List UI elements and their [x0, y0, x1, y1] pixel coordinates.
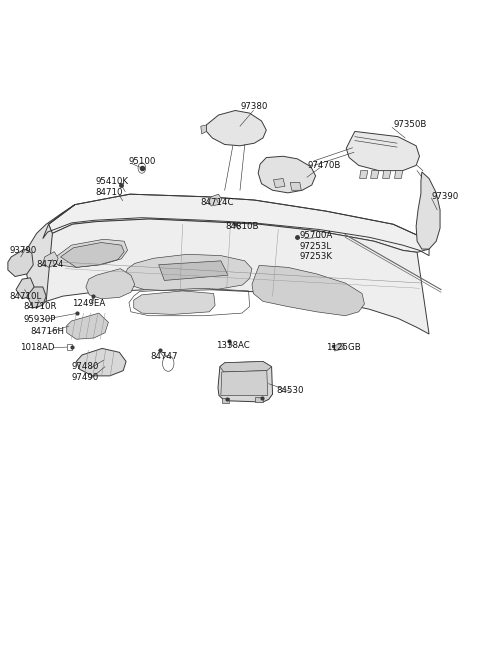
Polygon shape: [8, 249, 33, 276]
Text: 84710R: 84710R: [24, 302, 57, 311]
Polygon shape: [222, 398, 229, 403]
Text: 84710L: 84710L: [9, 291, 42, 301]
Polygon shape: [333, 343, 344, 351]
Polygon shape: [258, 157, 316, 193]
Text: 84810B: 84810B: [226, 221, 259, 231]
Polygon shape: [221, 371, 268, 396]
Text: 95100: 95100: [129, 157, 156, 166]
Polygon shape: [218, 362, 273, 402]
Polygon shape: [48, 194, 429, 252]
Text: 84714C: 84714C: [201, 198, 234, 206]
Polygon shape: [158, 261, 228, 280]
Text: 97390: 97390: [432, 193, 459, 201]
Polygon shape: [76, 348, 126, 376]
Text: 95930P: 95930P: [24, 314, 56, 324]
Polygon shape: [134, 291, 215, 314]
Text: 84724: 84724: [36, 260, 64, 269]
Text: 95700A: 95700A: [300, 231, 333, 240]
Text: 97350B: 97350B: [393, 121, 427, 130]
Polygon shape: [208, 194, 222, 206]
Polygon shape: [416, 172, 440, 249]
Text: 84530: 84530: [276, 386, 303, 395]
Text: 97253L: 97253L: [300, 242, 332, 251]
Polygon shape: [86, 269, 135, 299]
Text: 1338AC: 1338AC: [216, 341, 250, 350]
Text: 1125GB: 1125GB: [326, 343, 361, 352]
Text: 84716H: 84716H: [30, 327, 64, 336]
Polygon shape: [201, 125, 206, 134]
Polygon shape: [220, 362, 272, 372]
Polygon shape: [255, 397, 263, 402]
Text: 97380: 97380: [240, 102, 268, 111]
Polygon shape: [371, 171, 379, 178]
Polygon shape: [36, 219, 429, 334]
Text: 93790: 93790: [9, 246, 36, 255]
Polygon shape: [346, 132, 420, 171]
Polygon shape: [252, 265, 364, 316]
Text: 1018AD: 1018AD: [20, 343, 54, 352]
Polygon shape: [43, 252, 58, 267]
Polygon shape: [360, 171, 368, 178]
Polygon shape: [67, 313, 108, 339]
Polygon shape: [16, 278, 34, 299]
Polygon shape: [395, 171, 403, 178]
Polygon shape: [274, 178, 285, 187]
Polygon shape: [25, 204, 75, 308]
Polygon shape: [60, 242, 124, 267]
Text: 1249EA: 1249EA: [72, 299, 106, 308]
Polygon shape: [124, 254, 252, 291]
Text: 97490: 97490: [72, 373, 99, 382]
Text: 97253K: 97253K: [300, 252, 333, 261]
Polygon shape: [206, 111, 266, 146]
Polygon shape: [383, 171, 391, 178]
Polygon shape: [27, 287, 46, 308]
Text: 84747: 84747: [150, 352, 178, 361]
Text: 97480: 97480: [72, 362, 99, 371]
Text: 84710: 84710: [96, 189, 123, 197]
Text: 95410K: 95410K: [96, 177, 129, 185]
Text: 97470B: 97470B: [307, 161, 340, 170]
Polygon shape: [290, 182, 301, 190]
Polygon shape: [56, 239, 128, 267]
